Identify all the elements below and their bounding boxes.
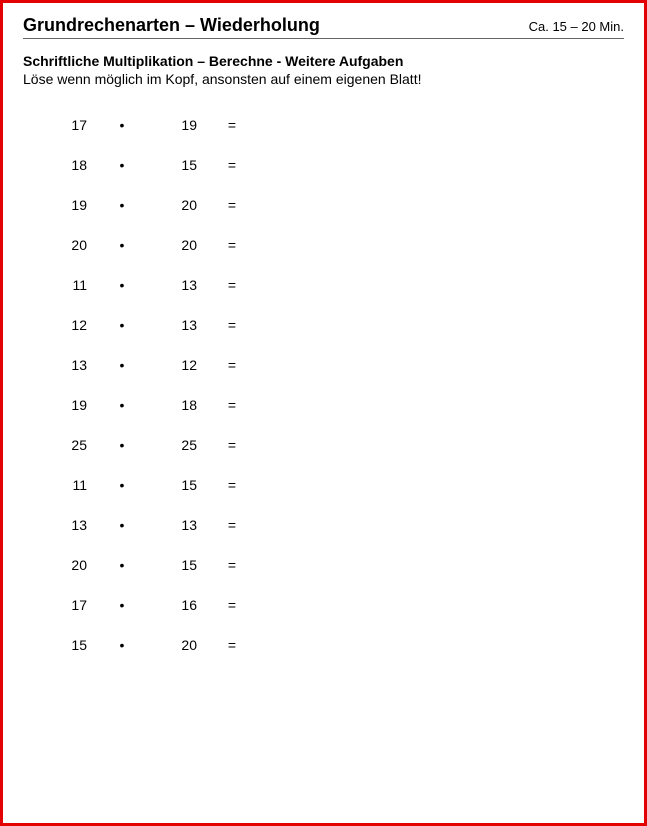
equals-sign: = bbox=[197, 437, 267, 453]
problems-list: 17•19=18•15=19•20=20•20=11•13=12•13=13•1… bbox=[23, 105, 624, 665]
problem-row: 15•20= bbox=[57, 625, 624, 665]
multiply-operator: • bbox=[87, 477, 157, 493]
multiply-operator: • bbox=[87, 597, 157, 613]
operand-b: 13 bbox=[157, 277, 197, 293]
operand-b: 20 bbox=[157, 237, 197, 253]
operand-b: 20 bbox=[157, 197, 197, 213]
operand-b: 13 bbox=[157, 317, 197, 333]
problem-row: 19•18= bbox=[57, 385, 624, 425]
problem-row: 13•12= bbox=[57, 345, 624, 385]
operand-a: 25 bbox=[57, 437, 87, 453]
equals-sign: = bbox=[197, 357, 267, 373]
equals-sign: = bbox=[197, 557, 267, 573]
equals-sign: = bbox=[197, 637, 267, 653]
multiply-operator: • bbox=[87, 357, 157, 373]
operand-a: 11 bbox=[57, 477, 87, 493]
equals-sign: = bbox=[197, 517, 267, 533]
equals-sign: = bbox=[197, 237, 267, 253]
multiply-operator: • bbox=[87, 557, 157, 573]
equals-sign: = bbox=[197, 277, 267, 293]
worksheet-header: Grundrechenarten – Wiederholung Ca. 15 –… bbox=[23, 15, 624, 39]
equals-sign: = bbox=[197, 197, 267, 213]
problem-row: 13•13= bbox=[57, 505, 624, 545]
multiply-operator: • bbox=[87, 277, 157, 293]
operand-b: 15 bbox=[157, 557, 197, 573]
operand-a: 19 bbox=[57, 197, 87, 213]
problem-row: 25•25= bbox=[57, 425, 624, 465]
problem-row: 18•15= bbox=[57, 145, 624, 185]
operand-a: 12 bbox=[57, 317, 87, 333]
operand-b: 12 bbox=[157, 357, 197, 373]
equals-sign: = bbox=[197, 597, 267, 613]
problem-row: 17•19= bbox=[57, 105, 624, 145]
multiply-operator: • bbox=[87, 117, 157, 133]
duration-label: Ca. 15 – 20 Min. bbox=[529, 19, 624, 34]
problem-row: 11•13= bbox=[57, 265, 624, 305]
operand-b: 13 bbox=[157, 517, 197, 533]
multiply-operator: • bbox=[87, 157, 157, 173]
operand-a: 19 bbox=[57, 397, 87, 413]
multiply-operator: • bbox=[87, 317, 157, 333]
operand-b: 15 bbox=[157, 477, 197, 493]
operand-a: 18 bbox=[57, 157, 87, 173]
problem-row: 12•13= bbox=[57, 305, 624, 345]
instruction-text: Löse wenn möglich im Kopf, ansonsten auf… bbox=[23, 71, 624, 87]
operand-b: 25 bbox=[157, 437, 197, 453]
multiply-operator: • bbox=[87, 237, 157, 253]
problem-row: 20•15= bbox=[57, 545, 624, 585]
operand-a: 13 bbox=[57, 357, 87, 373]
operand-a: 13 bbox=[57, 517, 87, 533]
operand-a: 15 bbox=[57, 637, 87, 653]
section-subtitle: Schriftliche Multiplikation – Berechne -… bbox=[23, 53, 624, 69]
problem-row: 19•20= bbox=[57, 185, 624, 225]
problem-row: 11•15= bbox=[57, 465, 624, 505]
equals-sign: = bbox=[197, 157, 267, 173]
problem-row: 20•20= bbox=[57, 225, 624, 265]
operand-a: 11 bbox=[57, 277, 87, 293]
operand-b: 19 bbox=[157, 117, 197, 133]
operand-b: 16 bbox=[157, 597, 197, 613]
operand-a: 17 bbox=[57, 117, 87, 133]
equals-sign: = bbox=[197, 477, 267, 493]
operand-a: 20 bbox=[57, 557, 87, 573]
multiply-operator: • bbox=[87, 437, 157, 453]
multiply-operator: • bbox=[87, 197, 157, 213]
operand-a: 20 bbox=[57, 237, 87, 253]
worksheet-page: Grundrechenarten – Wiederholung Ca. 15 –… bbox=[0, 0, 647, 826]
page-title: Grundrechenarten – Wiederholung bbox=[23, 15, 320, 36]
multiply-operator: • bbox=[87, 637, 157, 653]
operand-b: 18 bbox=[157, 397, 197, 413]
equals-sign: = bbox=[197, 397, 267, 413]
equals-sign: = bbox=[197, 317, 267, 333]
problem-row: 17•16= bbox=[57, 585, 624, 625]
multiply-operator: • bbox=[87, 397, 157, 413]
operand-b: 15 bbox=[157, 157, 197, 173]
operand-a: 17 bbox=[57, 597, 87, 613]
operand-b: 20 bbox=[157, 637, 197, 653]
equals-sign: = bbox=[197, 117, 267, 133]
multiply-operator: • bbox=[87, 517, 157, 533]
